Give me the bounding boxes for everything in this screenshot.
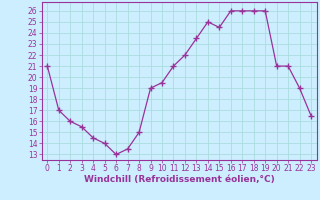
X-axis label: Windchill (Refroidissement éolien,°C): Windchill (Refroidissement éolien,°C) — [84, 175, 275, 184]
